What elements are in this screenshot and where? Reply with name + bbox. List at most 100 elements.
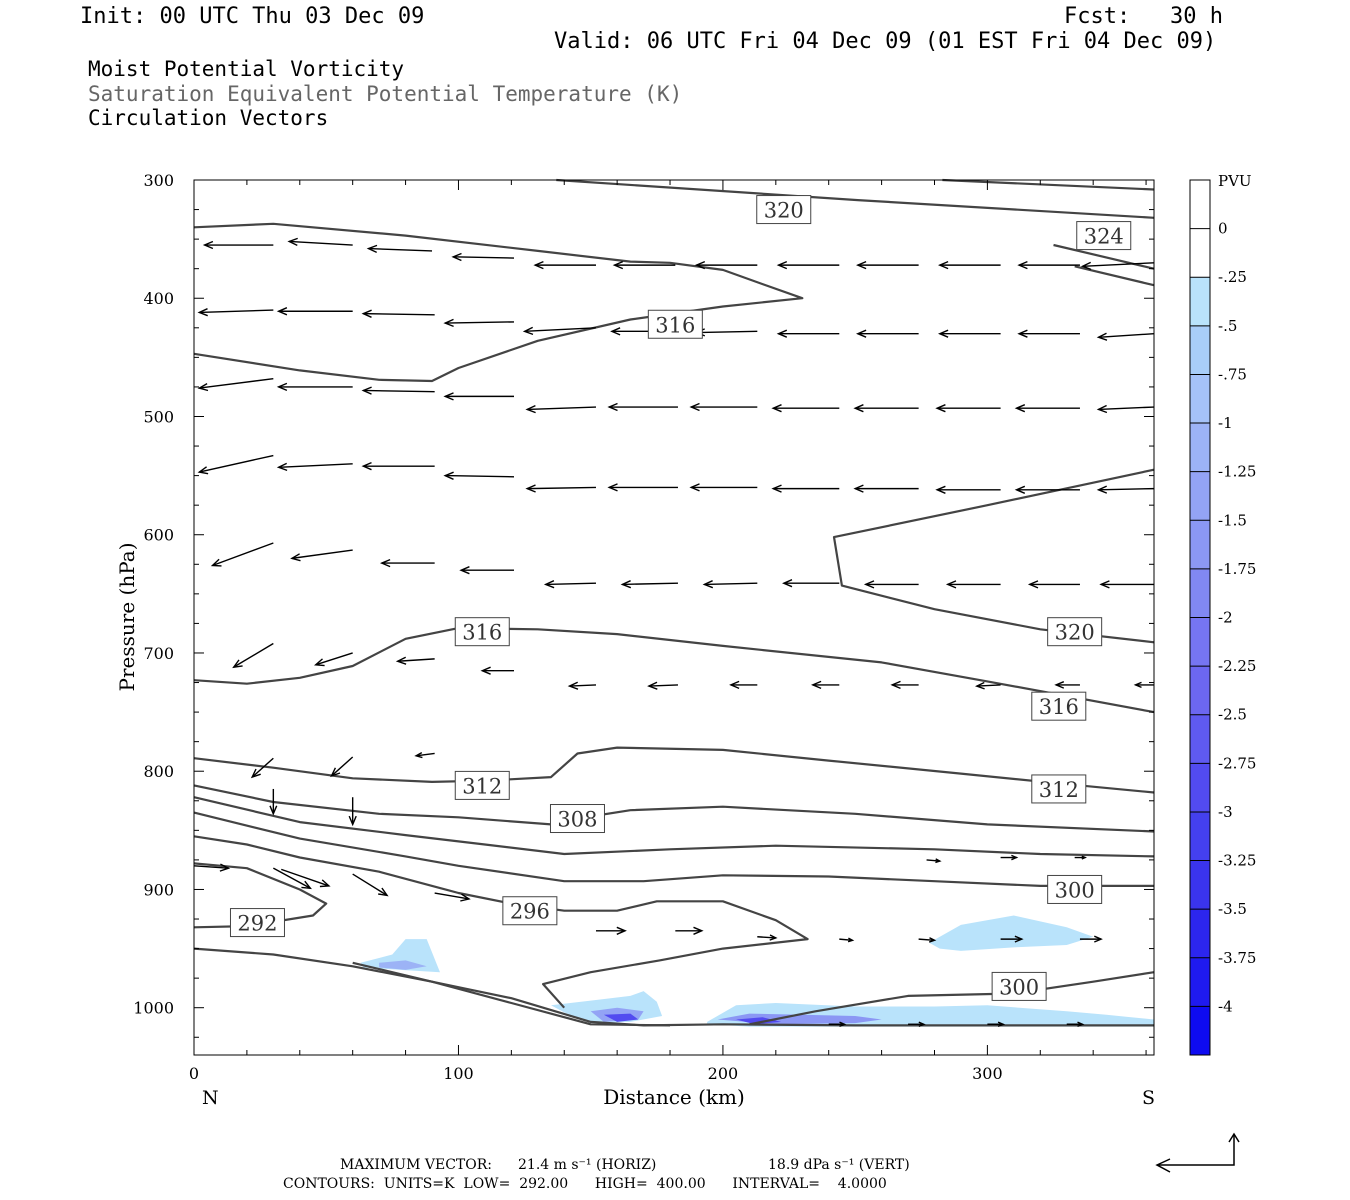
colorbar-tick-label: -.25 [1218, 268, 1247, 286]
vector-shaft [1082, 262, 1155, 268]
vector-head [480, 666, 491, 675]
colorbar-tick-label: -1.75 [1218, 560, 1256, 578]
circulation-vector [287, 237, 353, 247]
circulation-vector [1074, 855, 1087, 860]
vector-head [313, 658, 325, 667]
circulation-vector [647, 681, 678, 690]
circulation-vector [853, 484, 919, 493]
vector-shaft [569, 684, 597, 687]
circulation-vector [443, 318, 515, 328]
vector-head [863, 580, 875, 589]
circulation-vector [202, 240, 274, 250]
vector-shaft [291, 549, 353, 560]
theta-contour-320 [832, 468, 1155, 644]
vector-shaft [926, 859, 940, 862]
circulation-vector [607, 402, 678, 412]
colorbar-tick-label: -1.5 [1218, 511, 1247, 529]
contour-label-316: 316 [647, 309, 703, 339]
vector-head [689, 483, 700, 492]
contour-label-box [1047, 617, 1103, 647]
colorbar-swatch [1190, 617, 1210, 667]
circulation-vector [1014, 485, 1080, 494]
circulation-vector [828, 1021, 847, 1028]
vector-shaft [199, 377, 274, 389]
vector-shaft [1098, 487, 1155, 491]
pv-shade-patch [929, 915, 1094, 951]
circulation-vector [348, 797, 357, 827]
colorbar-tick-label: -3.25 [1218, 852, 1256, 870]
pv-shade-patch [379, 960, 427, 970]
circulation-vector [853, 404, 919, 413]
colorbar-swatch [1190, 957, 1210, 1007]
vector-shaft [757, 936, 776, 939]
vector-head [974, 681, 985, 690]
circulation-vector [459, 566, 514, 575]
theta-contour-296 [193, 835, 809, 1009]
vector-shaft [397, 658, 435, 662]
init-time-label: Init: 00 UTC Thu 03 Dec 09 [80, 4, 425, 29]
colorbar-tick-label: -1.25 [1218, 463, 1256, 481]
theta-contour-324 [556, 178, 1155, 219]
contour-label-300: 300 [991, 971, 1047, 1001]
theta-contour-324 [1053, 243, 1155, 270]
circulation-vector [855, 260, 919, 270]
y-tick-label: 400 [143, 289, 174, 308]
colorbar-swatch [1190, 714, 1210, 764]
vector-head [928, 937, 937, 943]
circulation-vector [1096, 404, 1155, 414]
vector-head [997, 1021, 1006, 1028]
circulation-vector [675, 926, 704, 935]
contour-label-box [1031, 691, 1087, 721]
vector-head [366, 244, 378, 254]
circulation-vector [694, 328, 758, 337]
x-tick-label: 200 [708, 1064, 739, 1083]
contour-label-text: 292 [237, 912, 277, 936]
colorbar-swatch [1190, 180, 1210, 230]
vector-shaft [278, 463, 353, 469]
circulation-vector [935, 485, 1001, 494]
vector-head [1054, 681, 1065, 689]
vector-head [1096, 332, 1108, 341]
vector-head [301, 880, 312, 890]
theta-contour-324 [942, 178, 1155, 191]
circulation-vector [197, 454, 274, 475]
colorbar-swatch [1190, 228, 1210, 278]
vector-shaft [352, 873, 388, 896]
colorbar-tick-label: -.75 [1218, 365, 1247, 383]
vector-head [1080, 261, 1092, 271]
contour-label-312: 312 [454, 770, 510, 800]
forecast-hour-label: Fcst: 30 h [1064, 4, 1223, 29]
circulation-vector [197, 377, 274, 392]
plot-frame [193, 179, 1155, 1056]
vector-head [1096, 404, 1108, 414]
circulation-vector [689, 483, 758, 492]
circulation-vector [313, 652, 353, 667]
circulation-vector [269, 788, 278, 816]
colorbar-tick-label: -2.25 [1218, 657, 1256, 675]
contour-label-box [647, 309, 703, 339]
vector-head [771, 484, 782, 493]
circulation-vector [543, 580, 596, 589]
contour-label-320: 320 [756, 195, 812, 225]
circulation-vector [352, 873, 389, 897]
vector-shaft [363, 389, 435, 393]
contour-label-box [229, 908, 285, 938]
vector-head [1133, 681, 1142, 689]
theta-contour-324 [1074, 265, 1155, 287]
vector-shaft [434, 892, 470, 900]
circulation-vector [771, 404, 840, 413]
vector-head [945, 580, 957, 589]
vector-shaft [199, 454, 274, 473]
vector-shaft [918, 938, 935, 942]
circulation-vector [250, 757, 274, 779]
theta-contour-304 [193, 796, 1155, 858]
circulation-vector [974, 681, 1001, 690]
vector-shaft [331, 756, 354, 777]
vector-shaft [273, 867, 311, 889]
vector-head [1081, 855, 1087, 860]
contour-label-box [454, 770, 510, 800]
circulation-vector [330, 756, 354, 778]
circulation-vector [276, 382, 353, 392]
vector-shaft [453, 256, 515, 259]
contour-label-box [756, 195, 812, 225]
